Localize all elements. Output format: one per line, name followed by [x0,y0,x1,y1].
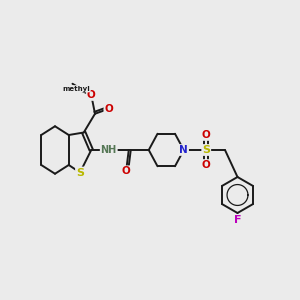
Text: O: O [202,160,211,170]
Text: N: N [179,145,188,155]
Text: O: O [104,104,113,114]
Text: methyl: methyl [76,88,81,89]
Text: O: O [202,130,211,140]
Text: S: S [202,145,210,155]
Text: F: F [234,215,241,225]
Text: NH: NH [100,145,117,155]
Text: O: O [122,166,130,176]
Text: S: S [76,167,84,178]
Text: methyl: methyl [62,86,90,92]
Text: O: O [87,90,96,100]
